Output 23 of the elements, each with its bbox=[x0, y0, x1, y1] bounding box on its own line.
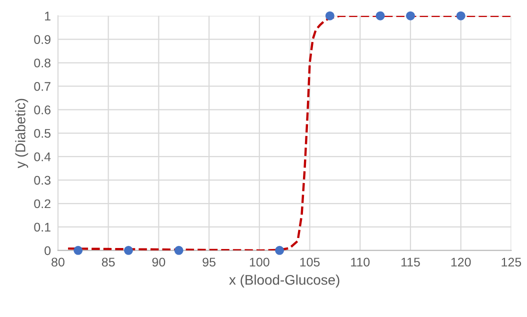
x-tick-label: 120 bbox=[451, 258, 471, 267]
y-axis-title: y (Diabetic) bbox=[15, 98, 28, 168]
y-tick-label: 0.2 bbox=[34, 199, 50, 208]
x-tick-label: 80 bbox=[52, 258, 64, 267]
y-tick-label: 0.3 bbox=[34, 176, 50, 185]
x-tick-label: 95 bbox=[202, 258, 216, 267]
x-tick-label: 105 bbox=[300, 258, 320, 267]
y-tick-label: 0.6 bbox=[34, 105, 50, 114]
y-tick-label: 1 bbox=[45, 12, 50, 20]
x-tick-label: 110 bbox=[351, 258, 370, 267]
y-tick-label: 0.1 bbox=[34, 222, 50, 232]
x-tick-label: 125 bbox=[502, 258, 522, 267]
y-tick-label: 0.7 bbox=[34, 82, 50, 91]
x-tick-label: 100 bbox=[250, 258, 270, 267]
y-tick-label: 0.4 bbox=[34, 152, 51, 162]
y-tick-label: 0 bbox=[44, 246, 51, 256]
x-axis-title: x (Blood-Glucose) bbox=[229, 274, 340, 288]
y-tick-label: 0.9 bbox=[34, 35, 50, 44]
x-tick-label: 85 bbox=[102, 258, 115, 267]
y-tick-label: 0.5 bbox=[34, 128, 51, 138]
y-tick-label: 0.8 bbox=[34, 58, 50, 68]
x-tick-label: 115 bbox=[401, 258, 420, 267]
x-tick-label: 90 bbox=[152, 258, 166, 267]
